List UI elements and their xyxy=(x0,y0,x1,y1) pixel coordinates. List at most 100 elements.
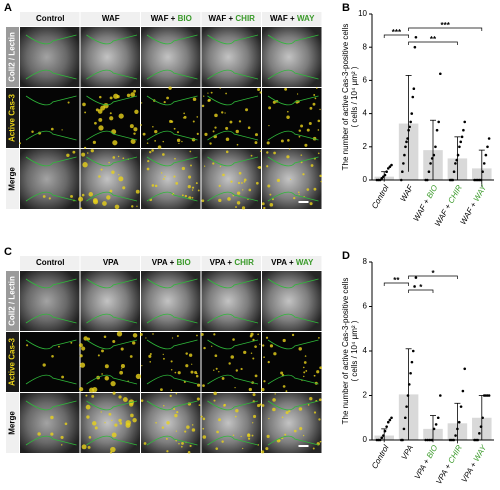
cas3-signal xyxy=(118,395,122,399)
data-point xyxy=(454,162,457,165)
tissue-outline xyxy=(267,278,319,324)
cas3-signal xyxy=(170,389,173,392)
tissue-outline xyxy=(25,156,77,202)
label-part: WAY xyxy=(472,183,489,203)
cas3-signal xyxy=(216,430,219,434)
significance-label: *** xyxy=(392,28,402,37)
label-part: WAF + xyxy=(459,199,480,227)
label-part: CHIR xyxy=(446,183,464,205)
data-point xyxy=(414,276,418,279)
cas3-signal xyxy=(254,345,257,348)
cas3-signal xyxy=(289,178,292,181)
cas3-signal xyxy=(307,404,310,406)
cas3-signal xyxy=(223,403,226,406)
y-tick-label: 8 xyxy=(363,257,368,266)
significance-label: *** xyxy=(441,21,451,30)
cas3-signal xyxy=(235,409,239,413)
cas3-signal xyxy=(204,165,206,167)
tissue-outline xyxy=(207,339,259,385)
cas3-signal xyxy=(100,168,103,171)
cas3-signal xyxy=(257,333,259,336)
cas3-signal xyxy=(86,152,89,154)
cas3-signal xyxy=(111,432,117,438)
cas3-signal xyxy=(175,430,177,432)
cas3-signal xyxy=(97,354,100,357)
label-part: WAY xyxy=(297,14,315,23)
column-header: VPA + BIO xyxy=(152,258,191,267)
cas3-signal xyxy=(191,196,194,199)
cas3-signal xyxy=(132,333,138,338)
cas3-signal xyxy=(267,184,271,188)
cas3-signal xyxy=(215,447,219,450)
cas3-signal xyxy=(113,93,119,99)
tissue-outline xyxy=(207,278,259,324)
cas3-signal xyxy=(157,145,162,149)
row-label: Merge xyxy=(8,167,17,191)
cas3-signal xyxy=(126,93,131,98)
cas3-signal xyxy=(154,184,158,188)
cas3-signal xyxy=(192,120,195,123)
data-point xyxy=(454,434,457,437)
cas3-signal xyxy=(78,196,84,202)
cas3-signal xyxy=(242,447,244,450)
cas3-signal xyxy=(48,197,51,200)
data-point xyxy=(409,371,412,375)
cas3-signal xyxy=(104,364,109,369)
data-point xyxy=(380,177,384,180)
cas3-signal xyxy=(305,370,308,372)
column-header-bg xyxy=(201,256,261,270)
cas3-signal xyxy=(173,175,176,178)
cas3-signal xyxy=(207,99,211,102)
label-part: WAF + xyxy=(270,14,297,23)
cas3-signal xyxy=(319,108,321,111)
cas3-signal xyxy=(110,381,116,387)
cas3-signal xyxy=(312,102,316,106)
cas3-signal xyxy=(42,195,46,198)
tissue xyxy=(201,149,261,209)
cas3-signal xyxy=(254,374,258,378)
x-tick-label: WAF xyxy=(399,183,416,204)
label-part: WAF + xyxy=(151,14,178,23)
cas3-signal xyxy=(259,343,261,345)
cas3-signal xyxy=(309,202,313,206)
data-point xyxy=(410,112,414,115)
cas3-signal xyxy=(303,371,306,374)
tissue-outline xyxy=(86,339,138,385)
cas3-signal xyxy=(118,176,124,182)
cas3-signal xyxy=(130,138,136,144)
column-header-bg xyxy=(141,256,201,270)
data-point xyxy=(435,128,439,132)
y-tick-label: 0 xyxy=(363,435,368,444)
cas3-signal xyxy=(268,417,270,420)
data-point xyxy=(390,416,393,420)
cas3-signal xyxy=(103,335,107,339)
significance-bracket xyxy=(408,27,483,31)
label-part: BIO xyxy=(425,444,440,460)
cas3-signal xyxy=(122,397,128,402)
cas3-signal xyxy=(164,175,166,178)
significance-bracket xyxy=(383,34,409,38)
cas3-signal xyxy=(286,110,289,113)
cas3-signal xyxy=(302,366,305,369)
panel-label: B xyxy=(342,2,350,14)
cas3-signal xyxy=(259,403,262,406)
cas3-signal xyxy=(256,403,261,408)
cas3-signal xyxy=(163,405,165,407)
cas3-signal xyxy=(318,337,320,339)
tissue xyxy=(262,393,322,453)
cas3-signal xyxy=(221,377,225,380)
cas3-signal xyxy=(303,361,307,364)
cas3-signal xyxy=(232,434,235,437)
cas3-signal xyxy=(285,390,288,393)
cas3-signal xyxy=(218,418,221,422)
cas3-signal xyxy=(120,347,124,351)
tissue-outline xyxy=(267,400,319,446)
cas3-signal xyxy=(118,418,122,423)
cas3-signal xyxy=(309,397,313,401)
data-point xyxy=(380,436,384,440)
label-part: WAY xyxy=(296,258,314,267)
cas3-signal xyxy=(288,148,291,150)
cas3-signal xyxy=(111,419,113,422)
data-point xyxy=(457,420,461,424)
tissue-outline xyxy=(25,34,77,80)
